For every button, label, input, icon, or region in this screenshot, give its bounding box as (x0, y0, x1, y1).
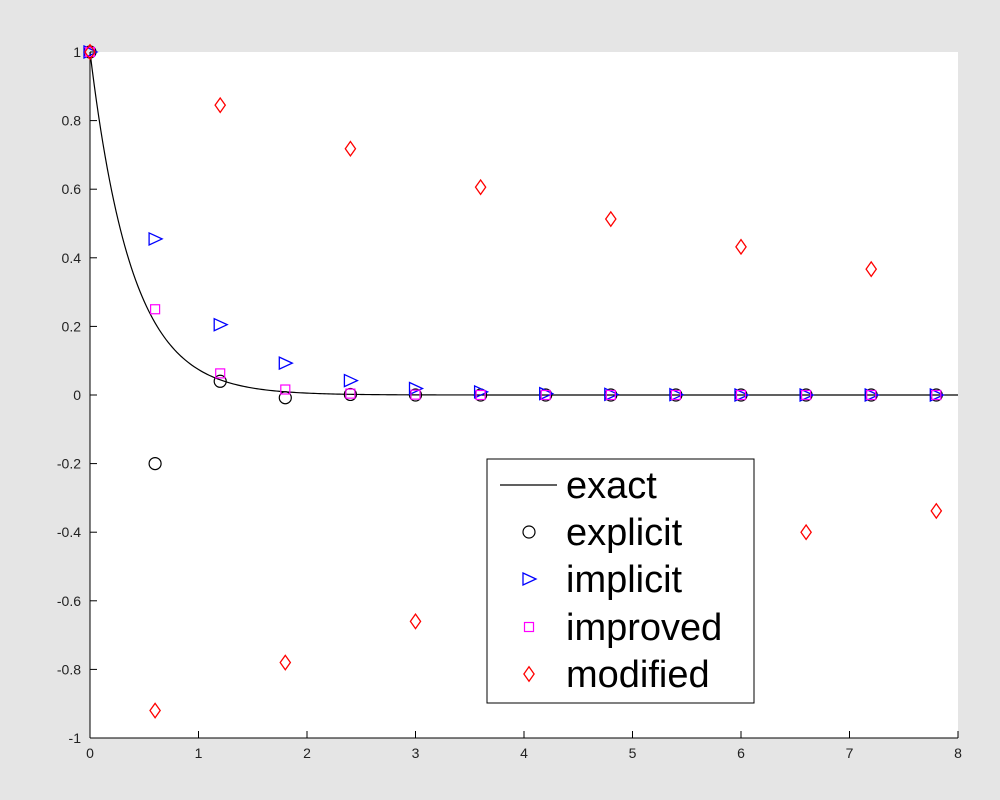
legend-label-explicit: explicit (566, 512, 683, 554)
series-improved (84, 46, 942, 401)
data-point-improved (540, 389, 551, 401)
data-point-implicit (83, 44, 99, 60)
data-point-explicit (213, 374, 227, 388)
y-tick-label: -1 (69, 730, 82, 746)
x-tick-label: 2 (303, 745, 311, 761)
data-point-improved (475, 389, 486, 401)
legend-swatch-improved (523, 621, 535, 633)
x-tick-label: 8 (954, 745, 962, 761)
data-point-implicit (148, 231, 164, 246)
data-point-explicit (343, 387, 357, 402)
data-point-modified (409, 613, 422, 630)
legend-label-improved: improved (566, 607, 722, 649)
data-point-implicit (669, 387, 685, 402)
data-point-improved (800, 389, 812, 401)
data-point-modified (735, 238, 747, 256)
x-tick-label: 5 (629, 745, 637, 761)
data-point-modified (930, 502, 943, 520)
legend-label-implicit: implicit (566, 559, 683, 601)
y-tick-label: 0 (73, 387, 81, 403)
data-point-modified (279, 654, 292, 671)
series-modified (84, 43, 943, 719)
data-point-explicit (148, 457, 162, 471)
x-tick-label: 1 (195, 745, 203, 761)
data-point-improved (931, 389, 942, 401)
data-point-modified (214, 96, 227, 114)
x-tick-label: 7 (846, 745, 854, 761)
x-tick-label: 4 (520, 745, 528, 761)
legend-label-exact: exact (566, 465, 657, 507)
data-point-modified (474, 178, 487, 196)
y-tick-label: 0.8 (62, 113, 82, 129)
data-point-modified (604, 210, 617, 228)
y-tick-label: -0.4 (57, 524, 81, 540)
data-point-improved (215, 368, 226, 379)
x-tick-label: 0 (86, 745, 94, 761)
series-implicit (83, 44, 945, 403)
data-point-improved (735, 389, 747, 401)
data-point-implicit (343, 373, 359, 388)
data-point-implicit (278, 356, 294, 371)
data-point-modified (344, 140, 357, 158)
legend-swatch-implicit (522, 571, 538, 587)
data-point-implicit (929, 387, 945, 403)
y-tick-label: 0.6 (62, 181, 82, 197)
legend: exact explicit implicit improved modified (486, 458, 755, 704)
data-point-improved (280, 384, 291, 395)
data-point-implicit (864, 387, 880, 403)
data-point-improved (150, 304, 161, 315)
x-tick-label: 3 (412, 745, 420, 761)
data-point-implicit (213, 317, 229, 332)
data-point-implicit (799, 387, 815, 403)
data-point-improved (670, 389, 682, 401)
data-point-modified (84, 43, 96, 61)
data-point-modified (149, 702, 161, 719)
data-point-improved (866, 389, 877, 401)
y-tick-label: 1 (73, 44, 81, 60)
y-tick-label: 0.4 (62, 250, 82, 266)
data-point-implicit (604, 387, 620, 402)
plot-series (83, 43, 958, 719)
y-tick-label: -0.8 (57, 661, 81, 677)
data-point-implicit (473, 384, 490, 399)
legend-label-modified: modified (566, 654, 710, 696)
data-point-modified (865, 260, 878, 278)
y-tick-label: -0.6 (57, 593, 81, 609)
data-point-implicit (408, 381, 425, 396)
data-point-improved (605, 389, 616, 401)
data-point-implicit (734, 387, 750, 403)
data-point-explicit (278, 391, 292, 405)
data-point-modified (800, 523, 812, 541)
data-point-improved (345, 388, 356, 399)
y-tick-label: 0.2 (62, 318, 82, 334)
data-point-improved (410, 389, 421, 400)
y-tick-label: -0.2 (57, 456, 81, 472)
legend-swatch-explicit (522, 525, 536, 539)
legend-swatch-modified (523, 665, 535, 683)
x-tick-label: 6 (737, 745, 745, 761)
